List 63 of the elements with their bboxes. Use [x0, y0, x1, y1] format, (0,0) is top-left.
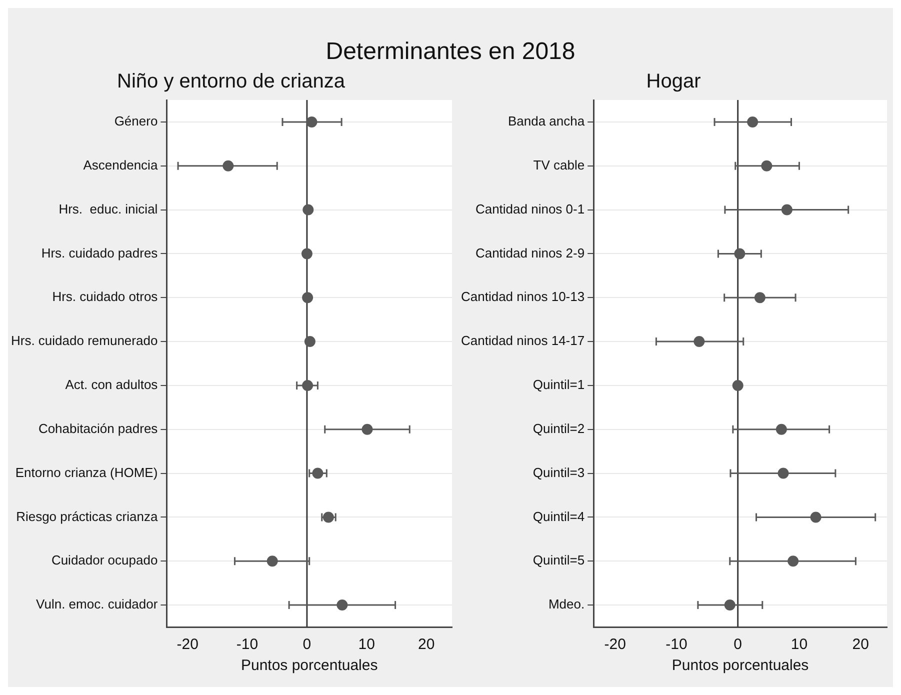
point — [776, 424, 787, 435]
point — [747, 116, 758, 128]
x-tick-label: -10 — [666, 636, 688, 654]
y-tick-label: Quintil=1 — [532, 377, 585, 392]
x-tick-label: 10 — [790, 636, 808, 654]
y-tick-label: Hrs. cuidado remunerado — [10, 333, 158, 348]
point — [761, 160, 772, 172]
y-tick-label: Banda ancha — [508, 114, 586, 129]
x-axis-title: Puntos porcentuales — [240, 657, 378, 674]
point — [724, 600, 736, 611]
x-tick-label: 20 — [852, 636, 869, 654]
y-tick-label: Quintil=2 — [532, 420, 585, 436]
point — [301, 248, 312, 260]
point — [781, 204, 792, 216]
chart-subtitle: Hogar — [646, 70, 702, 93]
point — [734, 248, 746, 260]
x-tick-label: 10 — [358, 636, 375, 654]
y-tick-label: Cantidad ninos 0-1 — [475, 201, 585, 216]
point — [336, 600, 348, 611]
y-tick-label: Cuidador ocupado — [51, 552, 158, 568]
x-tick-label: -20 — [176, 636, 198, 654]
y-tick-label: Cantidad ninos 2-9 — [475, 245, 585, 260]
y-tick-label: Quintil=5 — [532, 552, 585, 568]
point — [778, 468, 789, 479]
y-tick-label: Ascendencia — [83, 157, 158, 172]
point — [754, 292, 766, 304]
y-tick-label: Riesgo prácticas crianza — [16, 508, 158, 524]
point — [732, 380, 744, 391]
point — [322, 512, 334, 523]
y-tick-label: Entorno crianza (HOME) — [15, 464, 158, 480]
point — [306, 116, 318, 128]
y-tick-label: Quintil=3 — [532, 464, 585, 480]
point — [302, 380, 314, 391]
x-tick-label: 0 — [302, 636, 312, 654]
point — [266, 556, 278, 567]
point — [304, 336, 316, 348]
y-tick-label: Cantidad ninos 10-13 — [460, 289, 585, 304]
y-tick-label: TV cable — [533, 157, 585, 172]
y-tick-label: Act. con adultos — [65, 377, 158, 392]
y-tick-label: Quintil=4 — [532, 508, 585, 524]
point — [302, 204, 314, 216]
point — [222, 160, 234, 172]
y-tick-label: Hrs. cuidado otros — [52, 289, 158, 304]
x-axis-title: Puntos porcentuales — [672, 657, 809, 674]
y-tick-label: Cohabitación padres — [38, 420, 158, 436]
x-tick-label: 20 — [418, 636, 435, 654]
x-tick-label: -10 — [236, 636, 258, 654]
point — [312, 468, 324, 479]
x-tick-label: 0 — [734, 636, 742, 654]
point — [788, 556, 799, 567]
y-tick-label: Hrs. cuidado padres — [41, 245, 158, 260]
chart-subtitle: Niño y entorno de crianza — [117, 70, 346, 93]
point — [302, 292, 314, 304]
x-tick-label: -20 — [604, 636, 626, 654]
y-tick-label: Cantidad ninos 14-17 — [460, 333, 585, 348]
point — [694, 336, 705, 348]
y-tick-label: Vuln. emoc. cuidador — [36, 596, 158, 612]
y-tick-label: Mdeo. — [548, 596, 585, 612]
chart-title: Determinantes en 2018 — [326, 38, 576, 66]
point — [810, 512, 822, 523]
point — [362, 424, 373, 435]
y-tick-label: Género — [114, 114, 158, 129]
y-tick-label: Hrs. educ. inicial — [58, 201, 158, 216]
